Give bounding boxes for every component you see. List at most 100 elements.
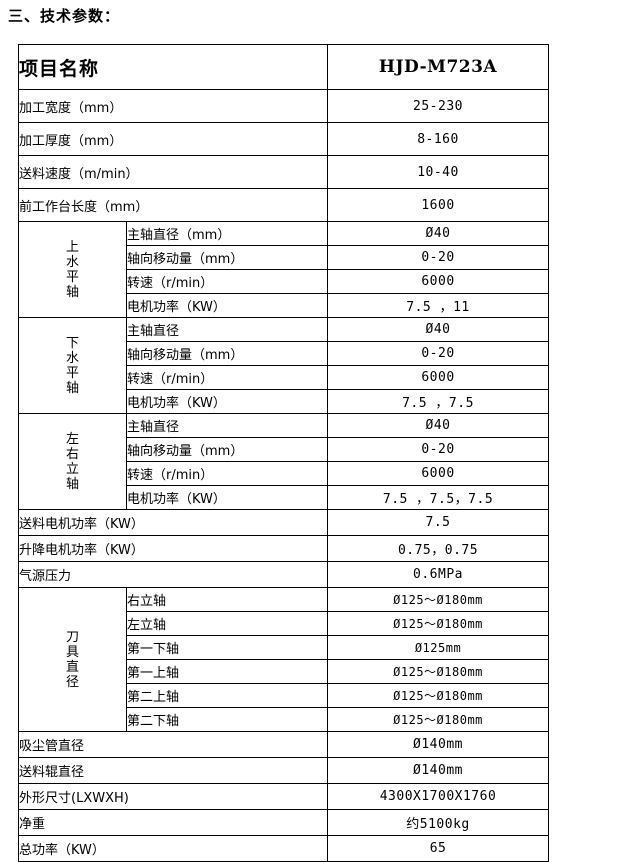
parameter-value: 约5100kg xyxy=(327,809,550,836)
parameter-item: 电机功率（KW） xyxy=(125,485,329,510)
group-label-char: 右 xyxy=(65,446,79,462)
parameter-item: 第二上轴 xyxy=(125,683,329,708)
parameter-label: 气源压力 xyxy=(17,561,329,588)
parameter-item: 第一下轴 xyxy=(125,635,329,660)
table-row: 气源压力 0.6MPa xyxy=(17,561,550,588)
group-label-char: 平 xyxy=(65,365,79,381)
group-label-char: 水 xyxy=(65,254,79,270)
table-row: 电机功率（KW） 7.5 ，11 xyxy=(19,293,550,318)
parameter-value: Ø140mm xyxy=(327,731,550,758)
parameter-label: 送料辊直径 xyxy=(17,757,329,784)
parameter-item: 第一上轴 xyxy=(125,659,329,684)
column-header-item-name: 项目名称 xyxy=(17,44,329,90)
parameter-value: 1600 xyxy=(327,188,550,222)
group-label-char: 水 xyxy=(65,350,79,366)
parameter-item: 转速（r/min） xyxy=(125,461,329,486)
technical-parameters-table: 项目名称 HJD-M723A 加工宽度（mm） 25-230 加工厚度（mm） 8-160… xyxy=(17,44,550,862)
group-label-1: 上水平轴 xyxy=(18,221,127,318)
parameter-value: 4300X1700X1760 xyxy=(327,783,550,810)
table-row: 轴向移动量（mm） 0-20 xyxy=(19,245,550,270)
parameter-value: Ø40 xyxy=(327,413,550,438)
table-row: 外形尺寸(LXWXH) 4300X1700X1760 xyxy=(17,783,550,810)
group-label-char: 上 xyxy=(65,239,79,255)
table-body: 项目名称 HJD-M723A 加工宽度（mm） 25-230 加工厚度（mm） 8-160… xyxy=(17,44,550,862)
table-row: 左右立轴 主轴直径 Ø40 xyxy=(18,413,550,510)
group-label-char: 刀 xyxy=(65,629,79,645)
table-row: 送料速度（m/min） 10-40 xyxy=(17,155,550,189)
group-label-text: 刀具直径 xyxy=(66,630,79,690)
table-row: 电机功率（KW） 7.5 ，7.5 xyxy=(19,389,550,414)
parameter-item: 轴向移动量（mm） xyxy=(125,341,329,366)
parameter-label: 吸尘管直径 xyxy=(17,731,329,758)
parameter-value: 0.75，0.75 xyxy=(327,535,550,562)
parameter-item: 右立轴 xyxy=(125,587,329,612)
parameter-value: 6000 xyxy=(327,365,550,390)
parameter-item: 轴向移动量（mm） xyxy=(125,245,329,270)
group-label-char: 轴 xyxy=(65,380,79,396)
table-row: 总功率（KW） 65 xyxy=(17,835,550,862)
parameter-value: 0-20 xyxy=(327,245,550,270)
parameter-item: 主轴直径 xyxy=(125,413,329,438)
group-label-text: 上水平轴 xyxy=(66,240,79,300)
parameter-item: 转速（r/min） xyxy=(125,365,329,390)
section-heading: 三、技术参数： xyxy=(8,7,121,25)
group-label-char: 具 xyxy=(65,644,79,660)
parameter-value: Ø125～Ø180mm xyxy=(327,587,550,612)
parameter-label: 升降电机功率（KW） xyxy=(17,535,329,562)
spec-table-wrapper: 项目名称 HJD-M723A 加工宽度（mm） 25-230 加工厚度（mm） 8-160… xyxy=(17,44,550,862)
table-row: 下水平轴 主轴直径 Ø40 xyxy=(18,317,550,414)
parameter-value: Ø125～Ø180mm xyxy=(327,659,550,684)
parameter-value: Ø125～Ø180mm xyxy=(327,707,550,732)
table-row: 第一上轴 Ø125～Ø180mm xyxy=(19,659,550,684)
parameter-value: 10-40 xyxy=(327,155,550,189)
parameter-item: 转速（r/min） xyxy=(125,269,329,294)
table-row: 第二下轴 Ø125～Ø180mm xyxy=(19,707,550,732)
parameter-value: Ø140mm xyxy=(327,757,550,784)
parameter-label: 净重 xyxy=(17,809,329,836)
table-row: 前工作台长度（mm） 1600 xyxy=(17,188,550,222)
parameter-item: 左立轴 xyxy=(125,611,329,636)
group-label-2: 下水平轴 xyxy=(18,317,127,414)
group-label-char: 轴 xyxy=(65,476,79,492)
group-label-text: 左右立轴 xyxy=(66,432,79,492)
parameter-value: 8-160 xyxy=(327,122,550,156)
parameter-item: 电机功率（KW） xyxy=(125,293,329,318)
parameter-value: Ø40 xyxy=(327,221,550,246)
table-row: 第二上轴 Ø125～Ø180mm xyxy=(19,683,550,708)
group-label-text: 下水平轴 xyxy=(66,336,79,396)
table-row: 加工厚度（mm） 8-160 xyxy=(17,122,550,156)
table-header-row: 项目名称 HJD-M723A xyxy=(17,44,550,90)
parameter-value: 7.5 ，7.5 xyxy=(327,389,550,414)
parameter-value: 65 xyxy=(327,835,550,862)
parameter-label: 送料电机功率（KW） xyxy=(17,509,329,536)
table-row: 吸尘管直径 Ø140mm xyxy=(17,731,550,758)
parameter-value: 7.5 ，11 xyxy=(327,293,550,318)
parameter-value: 7.5 xyxy=(327,509,550,536)
table-row: 转速（r/min） 6000 xyxy=(19,269,550,294)
parameter-value: Ø125mm xyxy=(327,635,550,660)
parameter-label: 送料速度（m/min） xyxy=(17,155,329,189)
column-header-model: HJD-M723A xyxy=(327,44,550,90)
parameter-value: 0.6MPa xyxy=(327,561,550,588)
parameter-label: 外形尺寸(LXWXH) xyxy=(17,783,329,810)
group-label-char: 轴 xyxy=(65,284,79,300)
parameter-value: 0-20 xyxy=(327,437,550,462)
group-label-char: 立 xyxy=(65,461,79,477)
table-row: 升降电机功率（KW） 0.75，0.75 xyxy=(17,535,550,562)
table-row: 轴向移动量（mm） 0-20 xyxy=(19,341,550,366)
parameter-label: 加工厚度（mm） xyxy=(17,122,329,156)
parameter-value: 7.5 ，7.5，7.5 xyxy=(327,485,550,510)
table-row: 电机功率（KW） 7.5 ，7.5，7.5 xyxy=(19,485,550,510)
parameter-value: 0-20 xyxy=(327,341,550,366)
parameter-item: 主轴直径 xyxy=(125,317,329,342)
parameter-value: 6000 xyxy=(327,461,550,486)
table-row: 净重 约5100kg xyxy=(17,809,550,836)
table-row: 刀具直径右立轴 Ø125～Ø180mm xyxy=(18,587,550,732)
table-row: 转速（r/min） 6000 xyxy=(19,365,550,390)
table-row: 加工宽度（mm） 25-230 xyxy=(17,89,550,123)
table-row: 轴向移动量（mm） 0-20 xyxy=(19,437,550,462)
parameter-item: 电机功率（KW） xyxy=(125,389,329,414)
parameter-value: 25-230 xyxy=(327,89,550,123)
table-row: 上水平轴 主轴直径（mm） Ø40 xyxy=(18,221,550,318)
parameter-label: 加工宽度（mm） xyxy=(17,89,329,123)
